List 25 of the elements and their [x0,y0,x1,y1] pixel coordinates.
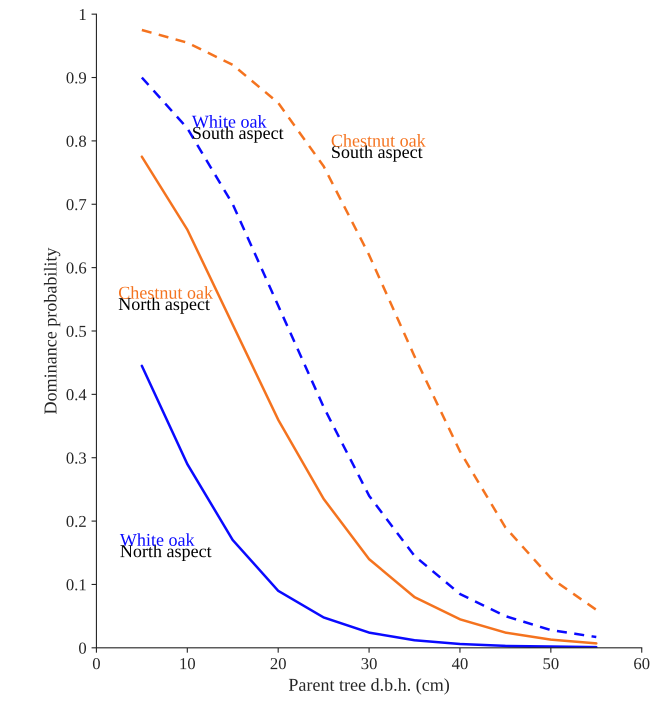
x-tick-label: 20 [270,658,286,670]
y-axis-title: Dominance probability [44,248,60,414]
y-tick-label: 0.7 [66,198,86,210]
x-tick-label: 0 [92,658,100,670]
series-label: White oak [120,533,195,546]
y-tick-label: 0.1 [66,579,86,590]
y-tick-label: 1 [80,8,86,20]
x-tick-label: 50 [543,658,559,670]
x-tick-label: 40 [452,658,468,670]
y-tick-label: 0.2 [66,516,86,528]
x-tick-label: 30 [362,658,377,670]
y-tick-label: 0.4 [66,389,86,400]
series-label: White oak [192,115,267,128]
y-tick-label: 0.5 [66,326,86,338]
y-tick-label: 0.8 [66,136,86,147]
x-axis-title: Parent tree d.b.h. (cm) [288,678,449,695]
y-tick-label: 0 [79,642,86,654]
series-label: Chestnut oak [332,134,426,147]
y-tick-label: 0.9 [66,72,86,84]
x-tick-label: 10 [180,658,196,670]
x-tick-label: 60 [634,658,650,670]
series-label: Chestnut oak [118,286,214,299]
y-tick-label: 0.3 [66,452,86,464]
y-tick-label: 0.6 [66,262,86,274]
annotation: North aspect [120,544,212,561]
